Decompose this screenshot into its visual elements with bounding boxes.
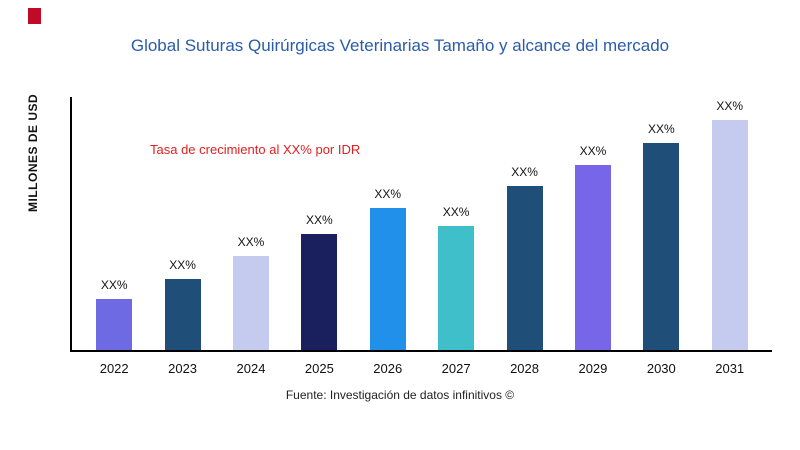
bar-2031: [711, 119, 748, 350]
bar-group-2025: XX% 2025: [301, 97, 338, 376]
x-tick-2022: 2022: [99, 361, 129, 376]
bar-group-2030: XX% 2030: [643, 97, 680, 376]
bar-value-label-2031: XX%: [716, 98, 744, 113]
x-tick-2023: 2023: [168, 361, 198, 376]
x-tick-2030: 2030: [646, 361, 676, 376]
bar-value-label-2022: XX%: [100, 278, 128, 293]
y-axis-label: MILLONES DE USD: [26, 93, 40, 212]
brand-logo: [28, 8, 41, 24]
bar-group-2027: XX% 2027: [438, 97, 475, 376]
bar-2023: [164, 279, 201, 350]
bar-2024: [232, 256, 269, 350]
bar-group-2028: XX% 2028: [506, 97, 543, 376]
growth-rate-annotation: Tasa de crecimiento al XX% por IDR: [150, 142, 361, 157]
bar-value-label-2023: XX%: [169, 258, 196, 273]
bar-group-2031: XX% 2031: [711, 97, 748, 376]
x-tick-2025: 2025: [304, 361, 334, 376]
bar-group-2024: XX% 2024: [232, 97, 269, 376]
x-tick-2028: 2028: [510, 361, 539, 376]
bar-value-label-2027: XX%: [442, 205, 470, 220]
bar-value-label-2024: XX%: [237, 235, 265, 250]
bar-group-2023: XX% 2023: [164, 97, 201, 376]
x-tick-2031: 2031: [715, 361, 745, 376]
bar-2030: [643, 142, 680, 350]
bar-value-label-2025: XX%: [306, 212, 333, 227]
bar-value-label-2026: XX%: [374, 187, 402, 202]
bar-group-2022: XX% 2022: [96, 97, 133, 376]
bar-2028: [506, 185, 543, 350]
bar-group-2029: XX% 2029: [574, 97, 611, 376]
source-note: Fuente: Investigación de datos infinitiv…: [285, 388, 515, 402]
bar-2026: [369, 208, 406, 350]
x-tick-2027: 2027: [441, 361, 471, 376]
bar-group-2026: XX% 2026: [369, 97, 406, 376]
bar-2029: [574, 165, 611, 350]
x-tick-2026: 2026: [373, 361, 403, 376]
bar-value-label-2030: XX%: [647, 121, 675, 136]
bar-2025: [301, 233, 338, 350]
x-tick-2024: 2024: [236, 361, 266, 376]
bar-value-label-2028: XX%: [511, 164, 538, 179]
chart-title: Global Suturas Quirúrgicas Veterinarias …: [130, 36, 670, 55]
bar-value-label-2029: XX%: [579, 144, 607, 159]
x-tick-2029: 2029: [578, 361, 608, 376]
bar-2022: [96, 299, 133, 350]
bar-chart-plot-area: XX% 2022 XX% 2023 XX% 2024 XX% 2025 XX% 2026 XX% 20…: [70, 97, 772, 376]
bar-2027: [438, 226, 475, 350]
